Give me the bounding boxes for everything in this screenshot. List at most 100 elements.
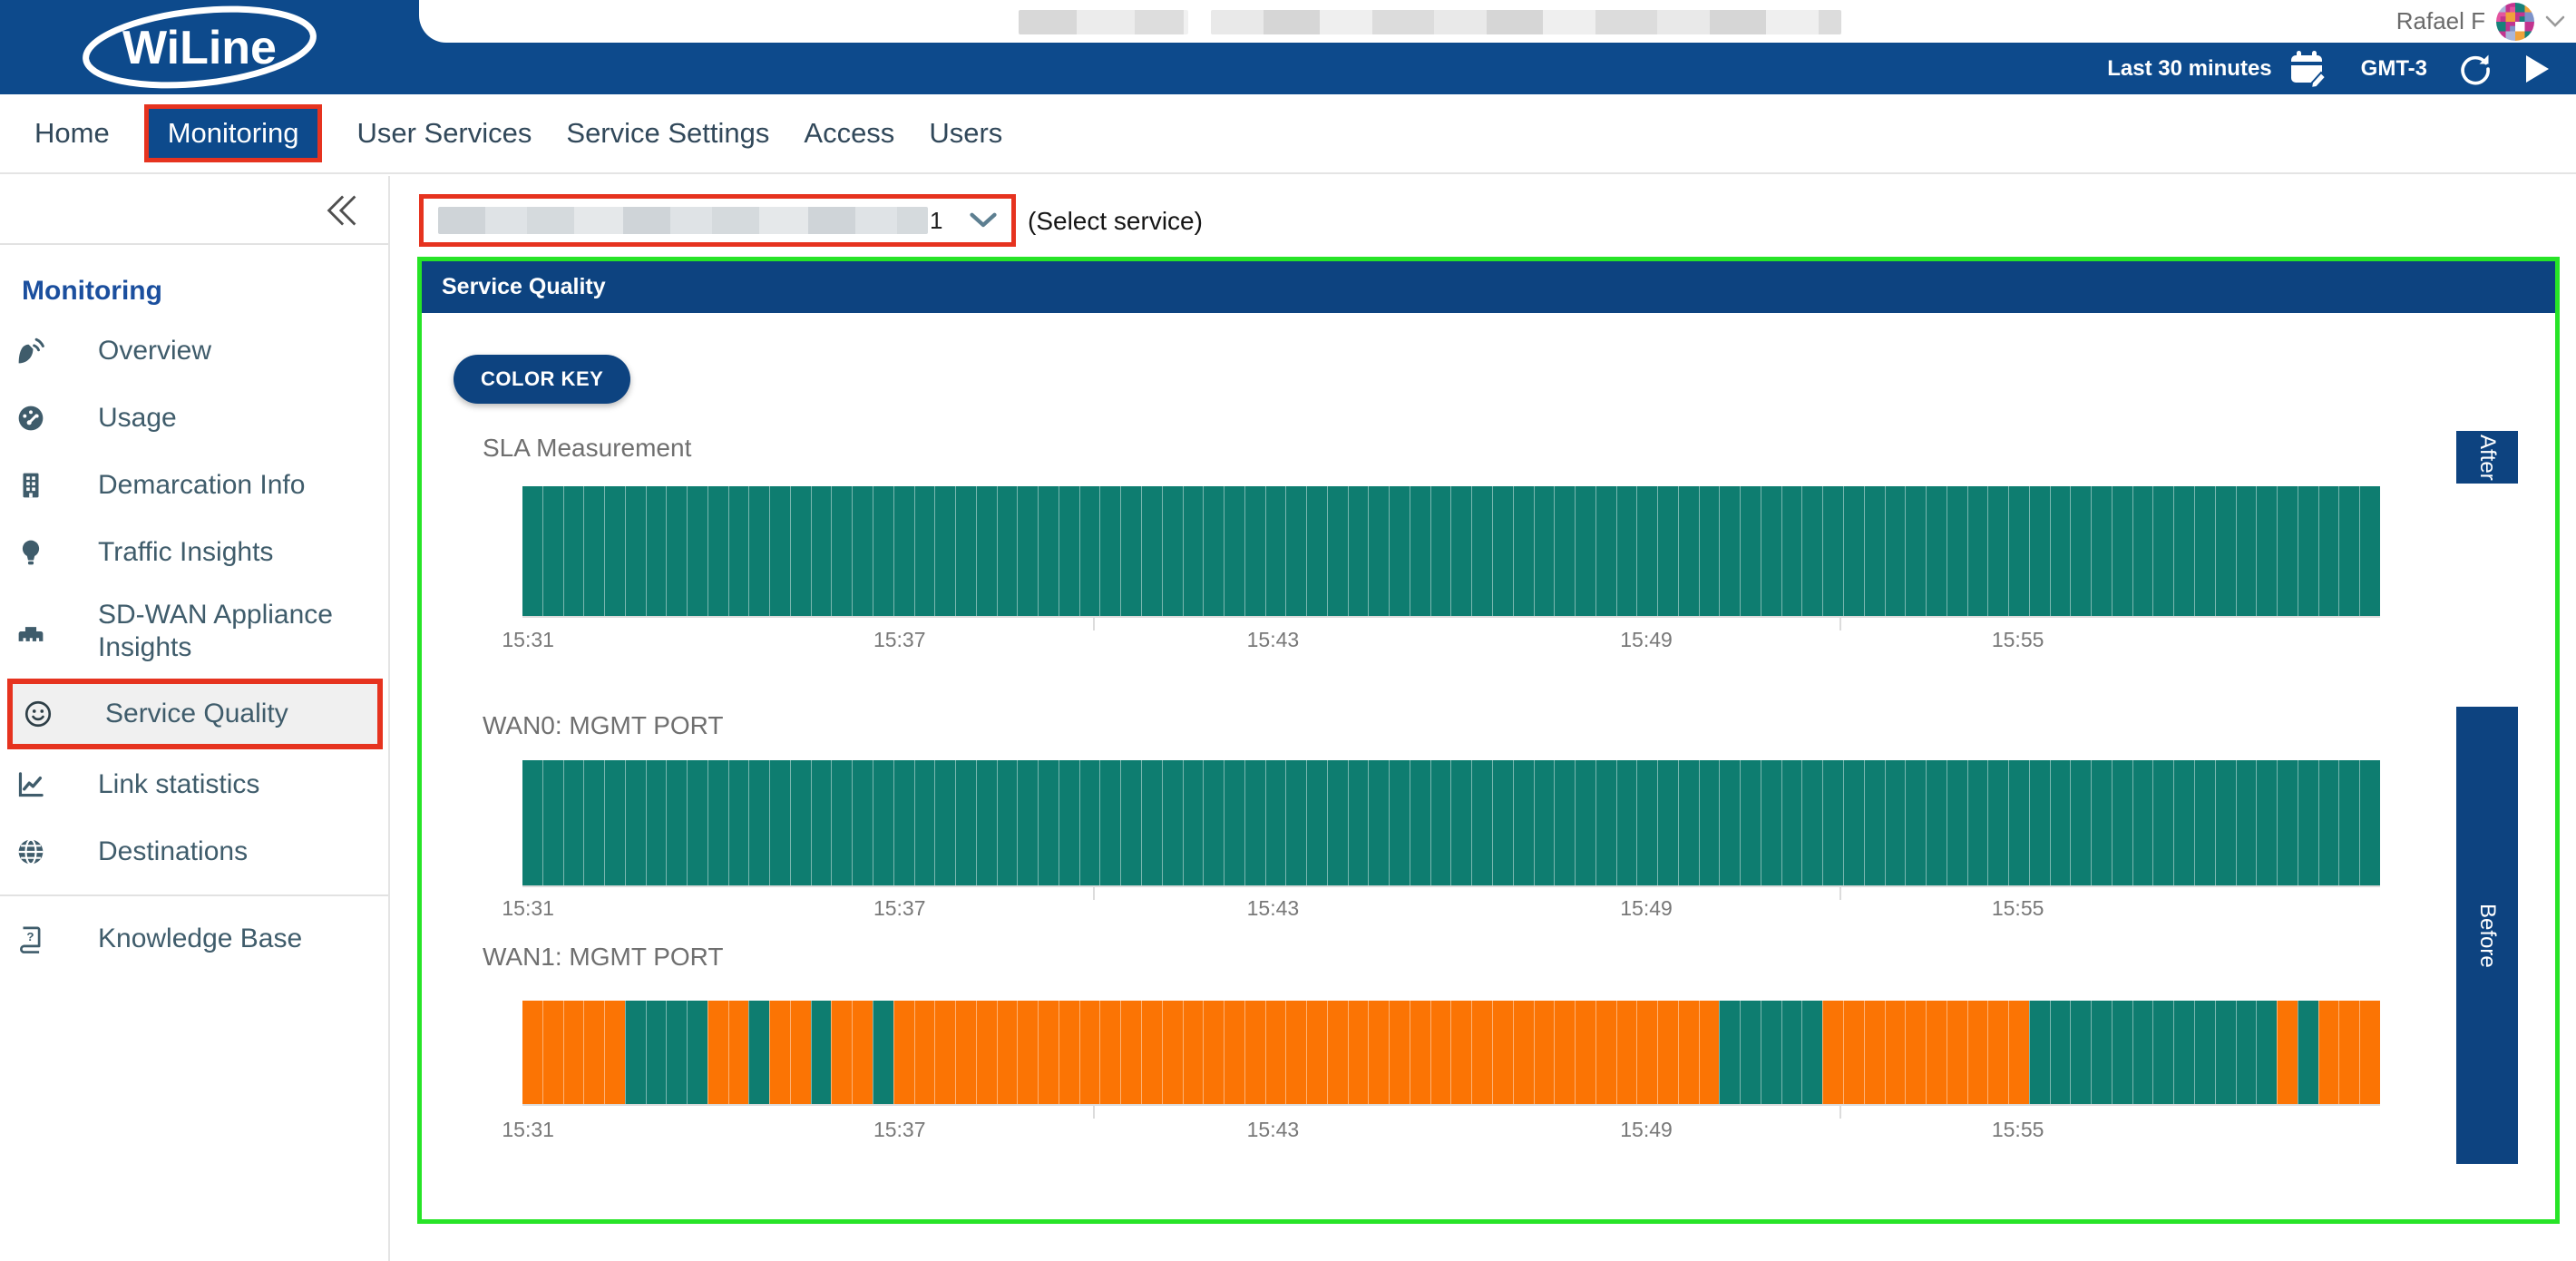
status-bar-degraded[interactable] <box>1161 1001 1183 1104</box>
status-bar-up[interactable] <box>2173 486 2195 616</box>
status-bar-up[interactable] <box>1615 760 1637 885</box>
status-bar-degraded[interactable] <box>604 1001 625 1104</box>
status-bar-degraded[interactable] <box>1946 1001 1967 1104</box>
status-bar-degraded[interactable] <box>1554 1001 1576 1104</box>
status-bar-degraded[interactable] <box>727 1001 749 1104</box>
status-bar-degraded[interactable] <box>1306 1001 1327 1104</box>
status-bar-up[interactable] <box>2256 486 2278 616</box>
status-bar-up[interactable] <box>522 486 542 616</box>
status-bar-up[interactable] <box>2194 486 2215 616</box>
status-bar-degraded[interactable] <box>562 1001 584 1104</box>
status-bar-degraded[interactable] <box>1677 1001 1699 1104</box>
status-bar-up[interactable] <box>2111 760 2132 885</box>
service-select-dropdown[interactable]: 1 <box>419 194 1016 247</box>
status-bar-degraded[interactable] <box>1512 1001 1534 1104</box>
status-bar-degraded[interactable] <box>1926 1001 1947 1104</box>
status-bar-degraded[interactable] <box>1863 1001 1885 1104</box>
status-bar-up[interactable] <box>2297 486 2318 616</box>
status-bar-up[interactable] <box>1120 760 1141 885</box>
status-bar-up[interactable] <box>955 486 976 616</box>
status-bar-up[interactable] <box>1203 760 1225 885</box>
status-bar-up[interactable] <box>1491 760 1513 885</box>
status-bar-up[interactable] <box>687 760 707 885</box>
status-bar-up[interactable] <box>1636 486 1658 616</box>
status-bar-up[interactable] <box>1719 486 1741 616</box>
status-bar-up[interactable] <box>1987 486 2009 616</box>
status-bar-up[interactable] <box>2008 760 2029 885</box>
status-bar-degraded[interactable] <box>831 1001 853 1104</box>
status-bar-degraded[interactable] <box>1636 1001 1658 1104</box>
status-bar-up[interactable] <box>1740 486 1761 616</box>
status-bar-degraded[interactable] <box>1471 1001 1492 1104</box>
status-bar-up[interactable] <box>2194 1001 2215 1104</box>
status-bar-up[interactable] <box>1987 760 2009 885</box>
status-bar-up[interactable] <box>873 1001 893 1104</box>
status-bar-up[interactable] <box>1326 760 1348 885</box>
sidebar-item-link-statistics[interactable]: Link statistics <box>0 751 388 818</box>
nav-item-users[interactable]: Users <box>929 117 1003 149</box>
status-bar-degraded[interactable] <box>996 1001 1018 1104</box>
status-bar-degraded[interactable] <box>2338 1001 2360 1104</box>
status-bar-degraded[interactable] <box>2008 1001 2029 1104</box>
status-bar-up[interactable] <box>1533 760 1555 885</box>
sidebar-item-service-quality[interactable]: Service Quality <box>7 679 383 749</box>
status-bar-up[interactable] <box>1719 760 1741 885</box>
status-bar-up[interactable] <box>810 760 832 885</box>
status-bar-up[interactable] <box>1884 486 1906 616</box>
status-bar-up[interactable] <box>1740 1001 1761 1104</box>
status-bar-up[interactable] <box>583 486 605 616</box>
status-bar-up[interactable] <box>1306 486 1327 616</box>
status-bar-up[interactable] <box>2338 760 2360 885</box>
status-bar-degraded[interactable] <box>1575 1001 1595 1104</box>
status-bar-up[interactable] <box>2049 760 2071 885</box>
status-bar-up[interactable] <box>748 486 770 616</box>
status-bar-up[interactable] <box>2091 486 2112 616</box>
status-bar-up[interactable] <box>1657 486 1678 616</box>
status-bar-degraded[interactable] <box>1058 1001 1079 1104</box>
status-bar-up[interactable] <box>1120 486 1141 616</box>
status-bar-up[interactable] <box>2235 486 2257 616</box>
status-bar-up[interactable] <box>1429 486 1451 616</box>
status-bar-up[interactable] <box>1038 760 1059 885</box>
status-bar-up[interactable] <box>542 486 563 616</box>
status-bar-up[interactable] <box>1863 760 1885 885</box>
status-bar-up[interactable] <box>1843 486 1864 616</box>
status-bar-up[interactable] <box>934 760 956 885</box>
status-bar-up[interactable] <box>1429 760 1451 885</box>
status-bar-up[interactable] <box>1264 760 1286 885</box>
status-bar-up[interactable] <box>789 760 811 885</box>
sidebar-item-traffic-insights[interactable]: Traffic Insights <box>0 519 388 586</box>
status-bar-degraded[interactable] <box>955 1001 976 1104</box>
status-bar-up[interactable] <box>1058 486 1079 616</box>
status-bar-up[interactable] <box>727 760 749 885</box>
status-bar-up[interactable] <box>1905 486 1927 616</box>
status-bar-degraded[interactable] <box>1347 1001 1369 1104</box>
status-bar-degraded[interactable] <box>852 1001 873 1104</box>
status-bar-up[interactable] <box>1822 760 1843 885</box>
status-bar-up[interactable] <box>1677 486 1699 616</box>
status-bar-up[interactable] <box>893 760 914 885</box>
status-bar-up[interactable] <box>2111 1001 2132 1104</box>
status-bar-degraded[interactable] <box>1595 1001 1616 1104</box>
status-bar-up[interactable] <box>1595 486 1616 616</box>
status-bar-up[interactable] <box>2256 760 2278 885</box>
status-bar-up[interactable] <box>1966 486 1988 616</box>
status-bar-up[interactable] <box>1554 486 1576 616</box>
status-bar-up[interactable] <box>1801 486 1823 616</box>
status-bar-up[interactable] <box>1264 486 1286 616</box>
nav-item-home[interactable]: Home <box>34 117 110 149</box>
status-bar-up[interactable] <box>748 760 770 885</box>
status-bar-up[interactable] <box>2091 760 2112 885</box>
status-bar-up[interactable] <box>2359 760 2380 885</box>
status-bar-up[interactable] <box>1801 760 1823 885</box>
status-bar-degraded[interactable] <box>1285 1001 1307 1104</box>
status-bar-up[interactable] <box>2008 486 2029 616</box>
status-bar-up[interactable] <box>2214 1001 2236 1104</box>
sidebar-item-knowledge-base[interactable]: ? Knowledge Base <box>0 905 388 973</box>
status-bar-degraded[interactable] <box>1038 1001 1059 1104</box>
status-bar-degraded[interactable] <box>913 1001 935 1104</box>
status-bar-up[interactable] <box>727 486 749 616</box>
status-bar-up[interactable] <box>1244 486 1265 616</box>
status-bar-degraded[interactable] <box>893 1001 914 1104</box>
status-bar-degraded[interactable] <box>1140 1001 1162 1104</box>
